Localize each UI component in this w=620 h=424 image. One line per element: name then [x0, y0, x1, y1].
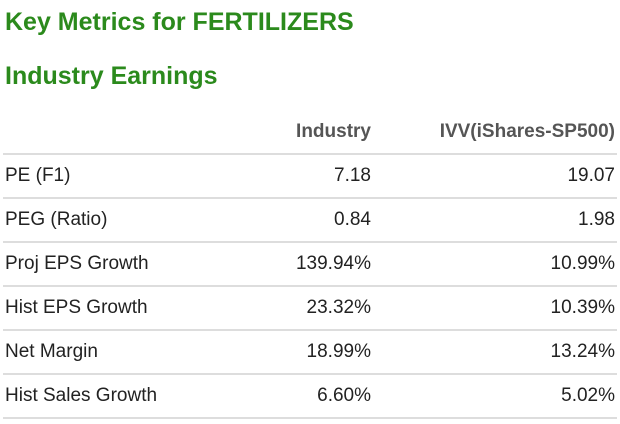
header-metric [3, 110, 257, 155]
metric-label: Proj EPS Growth [3, 242, 257, 287]
metric-label: PEG (Ratio) [3, 198, 257, 243]
industry-value: 23.32% [257, 286, 373, 331]
table-row: PE (F1) 7.18 19.07 [3, 154, 617, 199]
ivv-value: 10.39% [373, 286, 617, 331]
header-industry: Industry [257, 110, 373, 155]
table-row: PEG (Ratio) 0.84 1.98 [3, 198, 617, 243]
section-title: Industry Earnings [5, 62, 218, 90]
table-row: Hist EPS Growth 23.32% 10.39% [3, 286, 617, 331]
industry-value: 6.60% [257, 374, 373, 419]
metric-label: Hist Sales Growth [3, 374, 257, 419]
metric-label: Net Margin [3, 330, 257, 375]
page-title: Key Metrics for FERTILIZERS [5, 8, 354, 36]
ivv-value: 1.98 [373, 198, 617, 243]
industry-value: 139.94% [257, 242, 373, 287]
metric-label: PE (F1) [3, 154, 257, 199]
table-header: Industry IVV(iShares-SP500) [3, 110, 617, 155]
ivv-value: 10.99% [373, 242, 617, 287]
ivv-value: 13.24% [373, 330, 617, 375]
table-row: Net Margin 18.99% 13.24% [3, 330, 617, 375]
table-row: Hist Sales Growth 6.60% 5.02% [3, 374, 617, 419]
metrics-table: Industry IVV(iShares-SP500) PE (F1) 7.18 1… [3, 110, 617, 419]
table-row: Proj EPS Growth 139.94% 10.99% [3, 242, 617, 287]
ivv-value: 5.02% [373, 374, 617, 419]
metric-label: Hist EPS Growth [3, 286, 257, 331]
ivv-value: 19.07 [373, 154, 617, 199]
industry-value: 0.84 [257, 198, 373, 243]
industry-value: 7.18 [257, 154, 373, 199]
header-ivv: IVV(iShares-SP500) [373, 110, 617, 155]
industry-value: 18.99% [257, 330, 373, 375]
